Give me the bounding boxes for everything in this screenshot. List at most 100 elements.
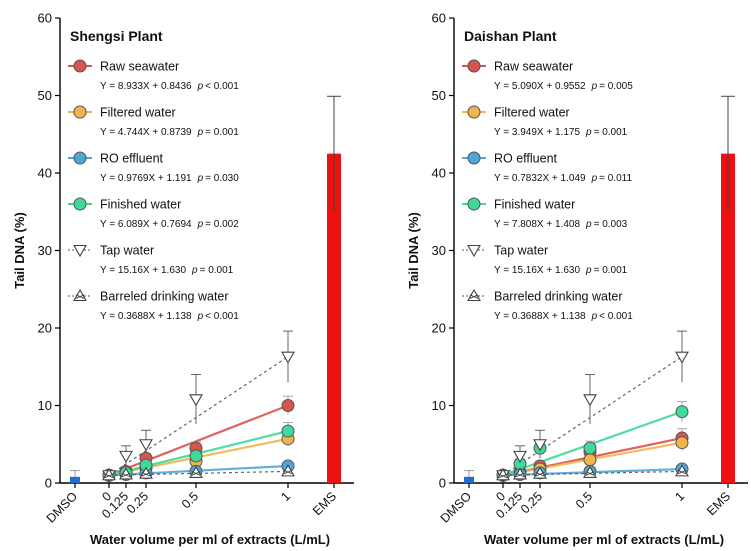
legend-marker [73,59,87,73]
p-label: p [197,81,204,92]
data-point-series-2 [675,436,689,450]
equation-text: Y = 15.16X + 1.630 [100,265,186,276]
p-label: p [585,219,592,230]
data-point-series-6-cross [283,469,293,475]
data-point-series-5 [119,450,133,463]
data-point-series-1 [281,399,295,412]
legend-label: Filtered water [494,106,570,120]
equation-text: Y = 0.3688X + 1.138 [100,311,192,322]
ems-bar [327,153,341,483]
x-tick-label: 1 [672,489,687,504]
data-point-series-4 [583,441,597,455]
chart-title: Daishan Plant [464,28,557,44]
legend-marker-cross [75,294,85,299]
legend-equation: Y = 0.9769X + 1.191 p = 0.030 [100,173,239,184]
data-point-series-4 [189,449,203,463]
legend-marker [467,197,481,211]
legend-marker [73,151,87,165]
p-value: = 0.001 [594,127,628,138]
equation-text: Y = 15.16X + 1.630 [494,265,580,276]
p-value: = 0.001 [594,265,628,276]
legend-marker [467,151,481,165]
p-value: = 0.002 [205,219,239,230]
p-label: p [191,265,198,276]
p-value: = 0.001 [200,265,234,276]
y-tick-label: 20 [432,321,446,336]
y-tick-label: 50 [38,88,52,103]
equation-text: Y = 4.744X + 0.8739 [100,127,192,138]
x-tick-label: EMS [704,489,733,518]
x-tick-label: 0.25 [518,489,545,516]
legend-equation: Y = 7.808X + 1.408 p = 0.003 [494,219,628,230]
p-label: p [197,219,204,230]
legend-label: Barreled drinking water [494,290,623,304]
legend-equation: Y = 15.16X + 1.630 p = 0.001 [100,265,234,276]
x-tick-label: 0.5 [179,489,201,511]
y-tick-label: 60 [38,11,52,26]
y-tick-label: 60 [432,11,446,26]
equation-text: Y = 7.808X + 1.408 [494,219,580,230]
x-tick-label: 0.25 [124,489,151,516]
y-tick-label: 20 [38,321,52,336]
data-point-series-5 [189,394,203,407]
y-axis-label: Tail DNA (%) [12,212,27,289]
legend-marker [73,197,87,211]
x-tick-label: EMS [310,489,339,518]
data-point-series-6-cross [121,472,131,478]
ems-bar [721,153,735,483]
legend-equation: Y = 5.090X + 0.9552 p = 0.005 [494,81,633,92]
y-tick-label: 10 [432,398,446,413]
p-value: = 0.011 [599,173,632,184]
p-value: = 0.030 [205,173,239,184]
data-point-series-6-cross [585,471,595,476]
p-label: p [197,127,204,138]
p-label: p [197,311,204,322]
legend-marker [73,244,87,258]
x-tick-label: 0.5 [573,489,595,511]
data-point-series-6-cross [104,473,114,479]
legend-equation: Y = 6.089X + 0.7694 p = 0.002 [100,219,239,230]
y-axis-label: Tail DNA (%) [406,212,421,289]
p-value: = 0.005 [599,81,633,92]
legend-equation: Y = 8.933X + 0.8436 p < 0.001 [100,81,239,92]
p-label: p [197,173,204,184]
y-tick-label: 30 [38,243,52,258]
p-label: p [591,173,598,184]
legend-label: Finished water [494,198,575,212]
p-label: p [585,265,592,276]
data-point-series-6-cross [677,469,687,475]
chart-title: Shengsi Plant [70,28,163,44]
legend-label: Raw seawater [494,60,573,74]
legend-label: RO effluent [100,152,164,166]
y-tick-label: 40 [38,166,52,181]
legend-marker [467,244,481,258]
legend-equation: Y = 4.744X + 0.8739 p = 0.001 [100,127,239,138]
legend-equation: Y = 0.7832X + 1.049 p = 0.011 [494,173,632,184]
dmso-bar [464,476,474,483]
data-point-series-6-cross [498,473,508,479]
equation-text: Y = 0.3688X + 1.138 [494,311,586,322]
x-tick-label: DMSO [438,489,475,526]
legend-label: Raw seawater [100,60,179,74]
dmso-bar [70,476,80,483]
y-tick-label: 0 [439,476,446,491]
equation-text: Y = 6.089X + 0.7694 [100,219,192,230]
p-value: < 0.001 [205,81,239,92]
legend-label: Barreled drinking water [100,290,229,304]
y-tick-label: 50 [432,88,446,103]
y-tick-label: 30 [432,243,446,258]
data-point-series-6-cross [191,471,201,476]
legend-label: RO effluent [494,152,558,166]
equation-text: Y = 8.933X + 0.8436 [100,81,192,92]
x-tick-label: DMSO [44,489,81,526]
data-point-series-6-cross [515,472,525,478]
data-point-series-6-cross [535,472,545,477]
y-tick-label: 40 [432,166,446,181]
legend-marker [467,59,481,73]
legend-marker-cross [469,294,479,299]
equation-text: Y = 5.090X + 0.9552 [494,81,586,92]
